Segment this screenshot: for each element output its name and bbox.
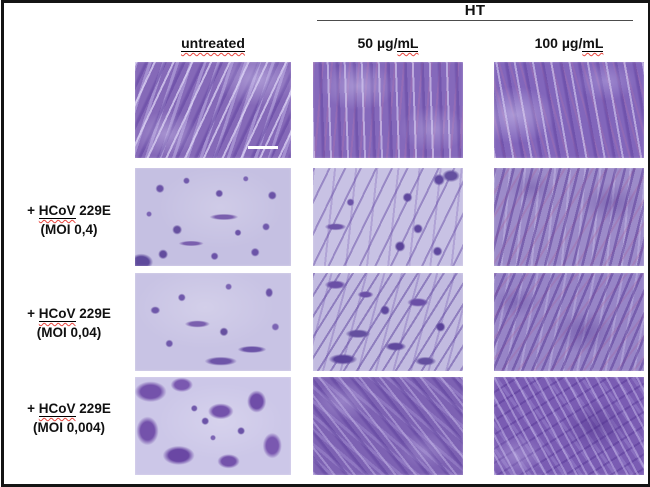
micrograph-moi-0-04-untreated bbox=[135, 273, 291, 371]
micrograph-moi-0-004-untreated bbox=[135, 377, 291, 475]
row-label-strain: 229E bbox=[75, 401, 111, 416]
row-label-moi-0-4: + HCoV 229E (MOI 0,4) bbox=[8, 201, 130, 239]
micrograph-moi-0-04-ht100 bbox=[494, 273, 644, 371]
row-label-moi-0-04: + HCoV 229E (MOI 0,04) bbox=[8, 304, 130, 342]
micrograph-moi-0-004-ht50 bbox=[313, 377, 463, 475]
row-label-virus-word: HCoV bbox=[38, 203, 76, 219]
row-label-plus: + bbox=[27, 306, 39, 321]
micrograph-mock-ht50 bbox=[313, 62, 463, 158]
row-label-plus: + bbox=[27, 203, 39, 218]
row-label-virus-word: HCoV bbox=[38, 401, 76, 417]
micrograph-mock-untreated bbox=[135, 62, 291, 158]
column-header-underlined-word: mL bbox=[397, 35, 419, 52]
micrograph-moi-0-4-untreated bbox=[135, 168, 291, 266]
scale-bar bbox=[248, 146, 278, 149]
row-label-strain: 229E bbox=[75, 203, 111, 218]
column-header-untreated: untreated bbox=[135, 33, 291, 54]
micrograph-moi-0-04-ht50 bbox=[313, 273, 463, 371]
row-label-line1: + HCoV 229E bbox=[8, 399, 130, 418]
micrograph-moi-0-4-ht50 bbox=[313, 168, 463, 266]
micrograph-mock-ht100 bbox=[494, 62, 644, 158]
treatment-group-underline bbox=[317, 20, 633, 21]
row-label-line1: + HCoV 229E bbox=[8, 201, 130, 220]
column-header-ht100: 100 µg/mL bbox=[494, 33, 644, 54]
column-header-underlined-word: untreated bbox=[181, 35, 245, 52]
row-label-moi: (MOI 0,4) bbox=[40, 222, 98, 237]
micrograph-moi-0-4-ht100 bbox=[494, 168, 644, 266]
row-label-plus: + bbox=[27, 401, 39, 416]
column-header-ht50: 50 µg/mL bbox=[313, 33, 463, 54]
row-label-strain: 229E bbox=[75, 306, 111, 321]
row-label-line1: + HCoV 229E bbox=[8, 304, 130, 323]
row-label-moi: (MOI 0,004) bbox=[32, 420, 106, 435]
column-header-prefix: 100 µg/ bbox=[534, 35, 583, 51]
row-label-moi-0-004: + HCoV 229E (MOI 0,004) bbox=[8, 399, 130, 437]
column-header-prefix: 50 µg/ bbox=[357, 35, 398, 51]
row-label-moi: (MOI 0,04) bbox=[36, 325, 102, 340]
column-header-underlined-word: mL bbox=[582, 35, 604, 52]
treatment-group-header: HT bbox=[464, 2, 486, 19]
row-label-virus-word: HCoV bbox=[38, 306, 76, 322]
micrograph-moi-0-004-ht100 bbox=[494, 377, 644, 475]
